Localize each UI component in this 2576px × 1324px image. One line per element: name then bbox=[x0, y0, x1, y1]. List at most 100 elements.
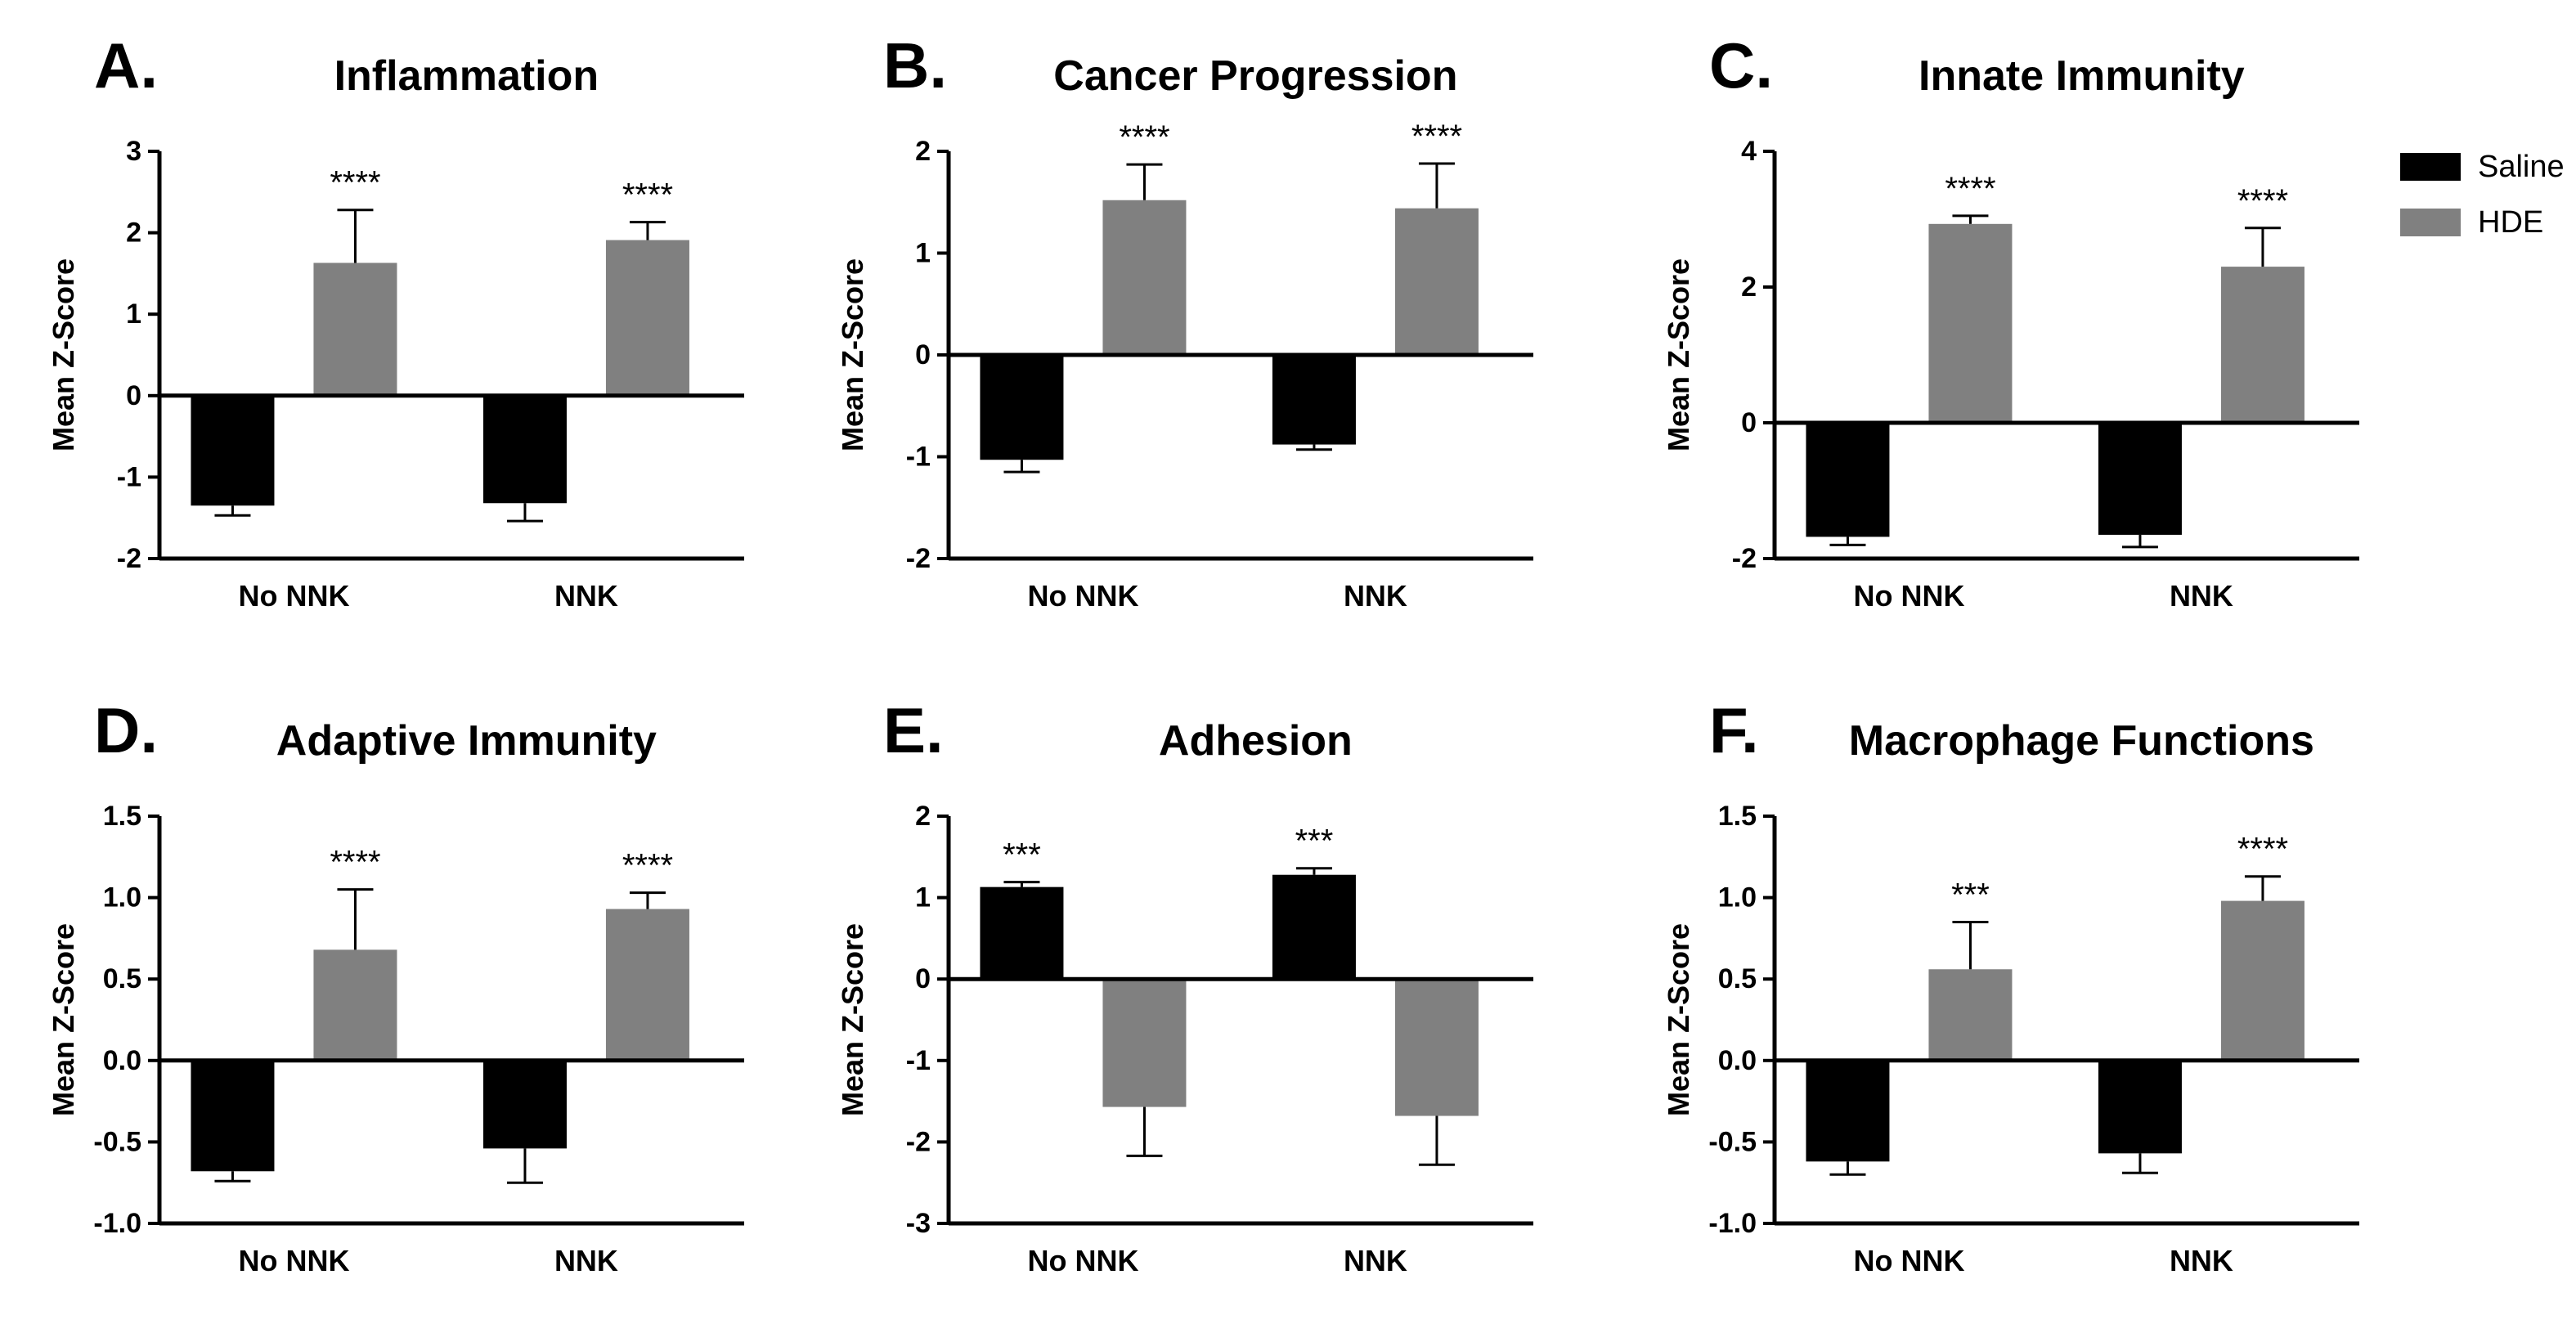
y-tick-label: -2 bbox=[906, 1126, 931, 1157]
significance-label: **** bbox=[330, 165, 380, 201]
y-tick-label: 3 bbox=[126, 136, 141, 167]
bar-hde bbox=[1394, 979, 1479, 1116]
legend-item-hde: HDE bbox=[2400, 205, 2543, 240]
error-bar bbox=[1952, 920, 1989, 970]
bar-hde bbox=[2220, 267, 2304, 423]
error-bar bbox=[1126, 163, 1163, 200]
y-tick-label: 2 bbox=[915, 801, 931, 832]
y-tick-label: -1 bbox=[117, 461, 141, 492]
bar-hde bbox=[1102, 200, 1187, 355]
y-tick-label: -3 bbox=[906, 1208, 931, 1239]
error-bar bbox=[2244, 875, 2281, 901]
bar-hde bbox=[313, 949, 397, 1061]
chart-panel-2: B. Cancer Progression Mean Z-Score 2 1 0 -1 -2 *… bbox=[836, 29, 1533, 613]
error-bar bbox=[1295, 444, 1332, 451]
bar-hde bbox=[1102, 979, 1187, 1107]
significance-label: **** bbox=[330, 845, 380, 881]
panel-letter: A. bbox=[94, 29, 158, 101]
bar-saline bbox=[1806, 423, 1890, 537]
legend-label: Saline bbox=[2478, 150, 2565, 184]
error-bar bbox=[1003, 460, 1040, 473]
y-tick-label: 1 bbox=[915, 238, 931, 269]
bar-saline bbox=[2098, 1060, 2182, 1154]
x-tick-label: No NNK bbox=[1853, 579, 1964, 613]
y-axis-label: Mean Z-Score bbox=[47, 258, 80, 451]
y-tick-label: -1 bbox=[906, 1045, 931, 1076]
error-bar bbox=[2121, 1153, 2158, 1174]
x-tick-label: NNK bbox=[1344, 579, 1407, 613]
chart-title: Adaptive Immunity bbox=[276, 717, 657, 765]
y-tick-label: 1.0 bbox=[103, 882, 141, 913]
y-tick-label: 0 bbox=[915, 963, 931, 994]
chart-panel-3: C. Innate Immunity Mean Z-Score 4 2 0 -2 **** No… bbox=[1662, 29, 2359, 613]
error-bar bbox=[1418, 1115, 1455, 1166]
chart-title: Cancer Progression bbox=[1053, 52, 1457, 100]
y-axis-label: Mean Z-Score bbox=[47, 923, 80, 1116]
panel-letter: C. bbox=[1709, 29, 1773, 101]
y-tick-label: 2 bbox=[915, 136, 931, 167]
x-tick-label: No NNK bbox=[1853, 1244, 1964, 1277]
error-bar bbox=[1126, 1106, 1163, 1157]
x-tick-label: NNK bbox=[1344, 1244, 1407, 1277]
x-tick-label: No NNK bbox=[238, 1244, 349, 1277]
bar-hde bbox=[2220, 900, 2304, 1061]
bar-hde bbox=[1928, 969, 2013, 1061]
bar-saline bbox=[1806, 1060, 1890, 1162]
error-bar bbox=[1295, 867, 1332, 875]
y-tick-label: 2 bbox=[1741, 272, 1757, 303]
error-bar bbox=[2121, 534, 2158, 549]
y-tick-label: 0 bbox=[126, 380, 141, 411]
y-tick-label: 1.5 bbox=[103, 801, 141, 832]
panel-letter: E. bbox=[883, 694, 944, 766]
x-tick-label: No NNK bbox=[238, 579, 349, 613]
y-tick-label: -1.0 bbox=[93, 1208, 141, 1239]
error-bar bbox=[337, 888, 374, 950]
error-bar bbox=[1829, 1161, 1866, 1176]
chart-title: Adhesion bbox=[1159, 717, 1353, 765]
legend-swatch bbox=[2400, 209, 2461, 236]
error-bar bbox=[1829, 536, 1866, 546]
legend-swatch bbox=[2400, 153, 2461, 181]
bar-hde bbox=[1394, 208, 1479, 355]
x-tick-label: NNK bbox=[2170, 1244, 2233, 1277]
bar-saline bbox=[980, 355, 1064, 460]
significance-label: *** bbox=[1295, 824, 1334, 859]
y-tick-label: 4 bbox=[1741, 136, 1757, 167]
x-tick-label: NNK bbox=[554, 1244, 618, 1277]
x-tick-label: NNK bbox=[554, 579, 618, 613]
error-bar bbox=[337, 209, 374, 263]
chart-title: Macrophage Functions bbox=[1849, 717, 2314, 765]
significance-label: **** bbox=[1945, 171, 1995, 207]
error-bar bbox=[214, 1171, 251, 1183]
error-bar bbox=[1952, 214, 1989, 224]
y-tick-label: 1 bbox=[126, 298, 141, 330]
chart-panels: A. Inflammation Mean Z-Score 3 2 1 0 -1 -2 **** No… bbox=[47, 29, 2359, 1277]
error-bar bbox=[2244, 227, 2281, 267]
x-tick-label: No NNK bbox=[1027, 1244, 1138, 1277]
significance-label: *** bbox=[1003, 837, 1041, 873]
bar-saline bbox=[191, 1060, 275, 1172]
chart-panel-1: A. Inflammation Mean Z-Score 3 2 1 0 -1 -2 **** No… bbox=[47, 29, 744, 613]
y-tick-label: 0.5 bbox=[103, 963, 141, 994]
y-tick-label: 0.0 bbox=[103, 1045, 141, 1076]
significance-label: **** bbox=[1119, 119, 1169, 155]
y-tick-label: -0.5 bbox=[1708, 1126, 1757, 1157]
legend-label: HDE bbox=[2478, 205, 2543, 240]
panel-letter: D. bbox=[94, 694, 158, 766]
error-bar bbox=[506, 1148, 543, 1184]
y-axis-label: Mean Z-Score bbox=[836, 923, 869, 1116]
bar-hde bbox=[1928, 223, 2013, 423]
significance-label: **** bbox=[1411, 119, 1462, 155]
legend: Saline HDE bbox=[2400, 150, 2565, 240]
x-tick-label: NNK bbox=[2170, 579, 2233, 613]
y-tick-label: 1.5 bbox=[1718, 801, 1757, 832]
chart-panel-5: E. Adhesion Mean Z-Score 2 1 0 -1 -2 -3 *** No NNK… bbox=[836, 694, 1533, 1277]
panel-letter: F. bbox=[1709, 694, 1759, 766]
x-tick-label: No NNK bbox=[1027, 579, 1138, 613]
bar-saline bbox=[482, 395, 567, 504]
panel-letter: B. bbox=[883, 29, 947, 101]
chart-title: Innate Immunity bbox=[1919, 52, 2245, 100]
bar-saline bbox=[482, 1060, 567, 1149]
bar-saline bbox=[1272, 355, 1356, 445]
